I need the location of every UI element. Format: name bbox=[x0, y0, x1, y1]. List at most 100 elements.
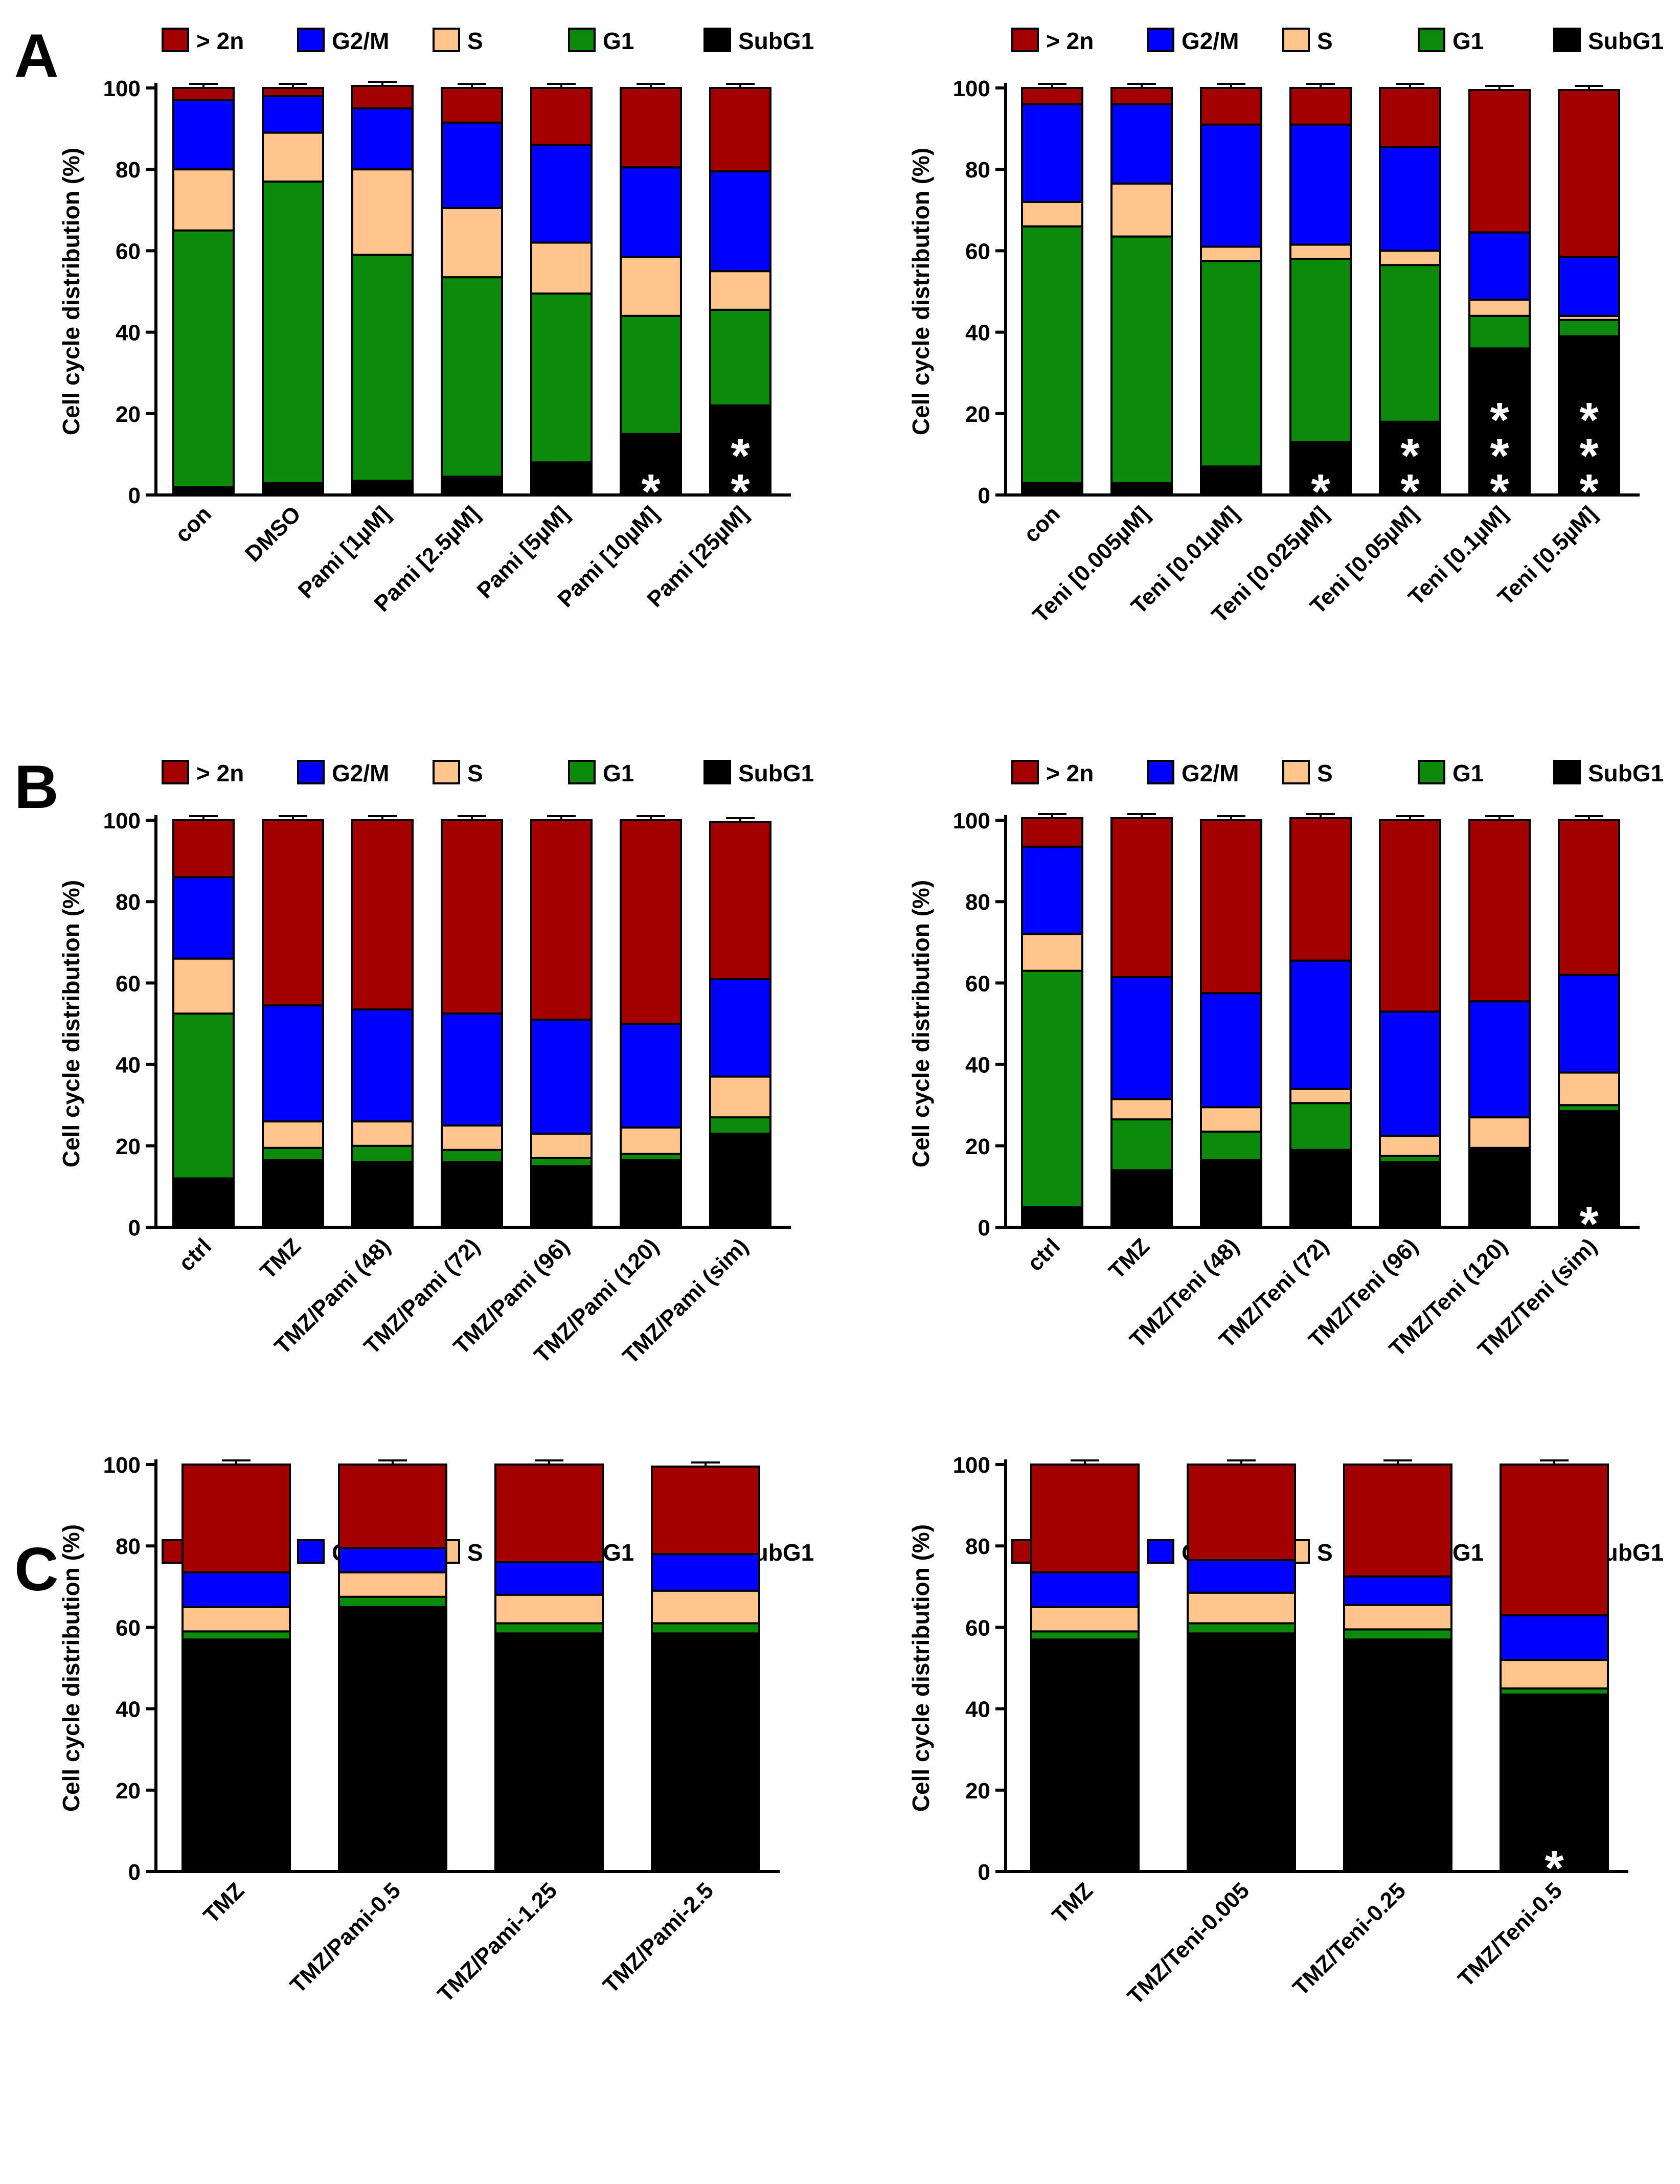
bar-segment-subg1 bbox=[1343, 1638, 1452, 1873]
bar-segment-s bbox=[1110, 1098, 1173, 1121]
y-tick-label: 0 bbox=[128, 483, 141, 508]
y-tick-label: 40 bbox=[965, 321, 990, 346]
y-tick-label: 20 bbox=[116, 1134, 141, 1159]
bar-segment-s bbox=[1500, 1659, 1609, 1690]
y-tick-label: 0 bbox=[128, 1215, 141, 1241]
legend-swatch-gt2n bbox=[1011, 28, 1039, 52]
bar-segment-subg1 bbox=[1030, 1638, 1140, 1873]
bar-segment-g1 bbox=[1289, 258, 1352, 443]
y-tick-label: 60 bbox=[116, 1615, 141, 1640]
bar-segment-s bbox=[1030, 1606, 1140, 1633]
bar-1: con bbox=[1019, 83, 1083, 547]
bar-segment-s bbox=[1200, 1106, 1262, 1133]
legend-swatch-subg1 bbox=[1553, 28, 1581, 52]
legend-swatch-g2m bbox=[1147, 28, 1174, 52]
bar-segment-g1 bbox=[709, 308, 771, 407]
y-tick-label: 0 bbox=[978, 1215, 990, 1241]
bar-segment-g1 bbox=[262, 1146, 324, 1161]
bar-segment-g1 bbox=[1110, 235, 1173, 484]
bar-segment-gt2n bbox=[651, 1465, 760, 1556]
bar-segment-subg1 bbox=[338, 1606, 447, 1873]
bar-segment-g2m bbox=[351, 1008, 414, 1123]
bar-segment-subg1 bbox=[530, 1165, 593, 1229]
bar-segment-s bbox=[530, 1132, 593, 1159]
bar-segment-s bbox=[620, 256, 682, 317]
bar-segment-gt2n bbox=[1343, 1463, 1452, 1578]
bar-segment-gt2n bbox=[351, 819, 414, 1011]
bar-segment-s bbox=[494, 1593, 604, 1625]
legend-swatch-g1 bbox=[1418, 760, 1445, 784]
bar-segment-s bbox=[1379, 250, 1441, 266]
y-tick-label: 20 bbox=[965, 1778, 990, 1804]
x-tick-label: ctrl bbox=[1023, 1233, 1065, 1276]
bar-segment-s bbox=[1200, 245, 1262, 262]
legend-label-s: S bbox=[1317, 1539, 1333, 1566]
legend-swatch-subg1 bbox=[1553, 760, 1581, 784]
significance-marker: * bbox=[1579, 1197, 1599, 1251]
bar-segment-g2m bbox=[262, 1004, 324, 1123]
bar-segment-g2m bbox=[709, 170, 771, 273]
y-tick-label: 40 bbox=[965, 1697, 990, 1722]
bar-3: TMZ/Teni-0.25 bbox=[1288, 1459, 1452, 2000]
bar-segment-subg1 bbox=[351, 480, 414, 497]
y-axis-label: Cell cycle distribution (%) bbox=[907, 148, 934, 435]
legend-swatch-g1 bbox=[568, 760, 596, 784]
bar-segment-gt2n bbox=[1558, 819, 1620, 976]
bar-segment-gt2n bbox=[351, 85, 414, 109]
y-axis: 0 20 40 60 80 100 Cell cycle distribution (%) bbox=[907, 1453, 1007, 1885]
bar-segment-s bbox=[1187, 1591, 1296, 1625]
bar-segment-subg1 bbox=[530, 461, 593, 497]
bar-segment-s bbox=[1468, 1116, 1531, 1149]
bar-segment-gt2n bbox=[262, 819, 324, 1007]
bar-segment-gt2n bbox=[620, 819, 682, 1025]
y-tick-label: 60 bbox=[116, 971, 141, 996]
y-tick-label: 40 bbox=[965, 1053, 990, 1078]
significance-marker: * bbox=[731, 464, 750, 519]
bar-segment-gt2n bbox=[1289, 817, 1352, 962]
bar-segment-s bbox=[1379, 1134, 1441, 1157]
bar-segment-gt2n bbox=[1200, 819, 1262, 995]
y-tick-label: 80 bbox=[965, 890, 990, 915]
bar-1: ctrl bbox=[1021, 813, 1083, 1276]
bar-segment-s bbox=[1343, 1604, 1452, 1631]
bar-segment-s bbox=[651, 1589, 760, 1625]
bar-segment-g2m bbox=[530, 1019, 593, 1135]
y-axis-label: Cell cycle distribution (%) bbox=[58, 1524, 84, 1812]
bar-7: **Pami [25µM] bbox=[642, 83, 771, 612]
chart-4: > 2n G2/M S G1 SubG1 0 20 40 60 80 100 Cell cycle d… bbox=[907, 760, 1664, 1362]
bar-segment-subg1 bbox=[351, 1161, 414, 1228]
bar-segment-g1 bbox=[1187, 1622, 1296, 1635]
bar-5: **Teni [0.05µM] bbox=[1305, 83, 1441, 619]
x-tick-label: TMZ bbox=[255, 1233, 306, 1284]
legend-label-g1: G1 bbox=[603, 760, 634, 786]
bar-segment-g1 bbox=[494, 1622, 604, 1635]
bar-segment-s bbox=[172, 168, 235, 232]
bar-segment-gt2n bbox=[1468, 88, 1531, 234]
bar-segment-g2m bbox=[1468, 1000, 1531, 1119]
bar-segment-g2m bbox=[1200, 123, 1262, 248]
bar-segment-subg1 bbox=[651, 1632, 760, 1873]
bar-segment-g1 bbox=[651, 1622, 760, 1635]
bar-segment-subg1 bbox=[494, 1632, 604, 1873]
bar-segment-gt2n bbox=[1558, 88, 1620, 258]
bar-segment-g1 bbox=[1468, 314, 1531, 350]
x-tick-label: TMZ/Teni-0.5 bbox=[1454, 1878, 1567, 1991]
legend-label-g1: G1 bbox=[603, 1539, 634, 1566]
bar-segment-g1 bbox=[351, 254, 414, 482]
bar-segment-g1 bbox=[172, 229, 235, 488]
y-axis: 0 20 40 60 80 100 Cell cycle distribution (%) bbox=[58, 1453, 157, 1885]
bar-segment-gt2n bbox=[530, 87, 593, 146]
legend: > 2n G2/M S G1 SubG1 bbox=[162, 28, 814, 54]
legend: > 2n G2/M S G1 SubG1 bbox=[1011, 760, 1664, 786]
x-tick-label: DMSO bbox=[240, 501, 306, 567]
legend-label-g2m: G2/M bbox=[1182, 28, 1239, 54]
legend-label-g1: G1 bbox=[1452, 1539, 1484, 1566]
bar-segment-g2m bbox=[181, 1571, 291, 1608]
bar-segment-s bbox=[262, 131, 324, 183]
bar-segment-gt2n bbox=[530, 819, 593, 1021]
significance-marker: * bbox=[1579, 393, 1599, 447]
legend-label-gt2n: > 2n bbox=[196, 760, 244, 786]
bar-segment-g1 bbox=[351, 1144, 414, 1163]
bar-segment-gt2n bbox=[709, 87, 771, 173]
bar-segment-subg1 bbox=[1468, 1149, 1531, 1229]
